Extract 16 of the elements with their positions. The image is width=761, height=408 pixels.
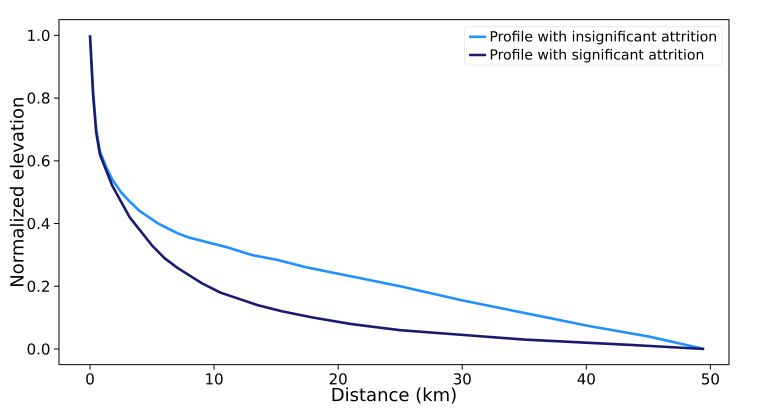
x-axis-title: Distance (km)	[332, 387, 456, 404]
legend-label: Profile with significant attrition	[490, 48, 704, 62]
y-tick-label: 0.8	[28, 92, 50, 104]
y-tick-label: 0.0	[28, 343, 50, 355]
x-tick-label: 20	[330, 373, 347, 385]
y-axis-title: Normalized elevation	[10, 98, 24, 286]
legend-label: Profile with insignificant attrition	[490, 30, 716, 44]
y-tick-label: 1.0	[28, 30, 50, 42]
x-tick-label: 40	[577, 373, 595, 385]
y-tick-label: 0.6	[28, 155, 50, 166]
x-tick-label: 30	[454, 373, 471, 385]
y-tick-label: 0.4	[28, 218, 50, 230]
x-tick-label: 50	[702, 373, 719, 385]
x-tick-label: 0	[86, 373, 94, 385]
y-tick-label: 0.2	[28, 280, 49, 292]
x-tick-label: 10	[206, 373, 223, 385]
